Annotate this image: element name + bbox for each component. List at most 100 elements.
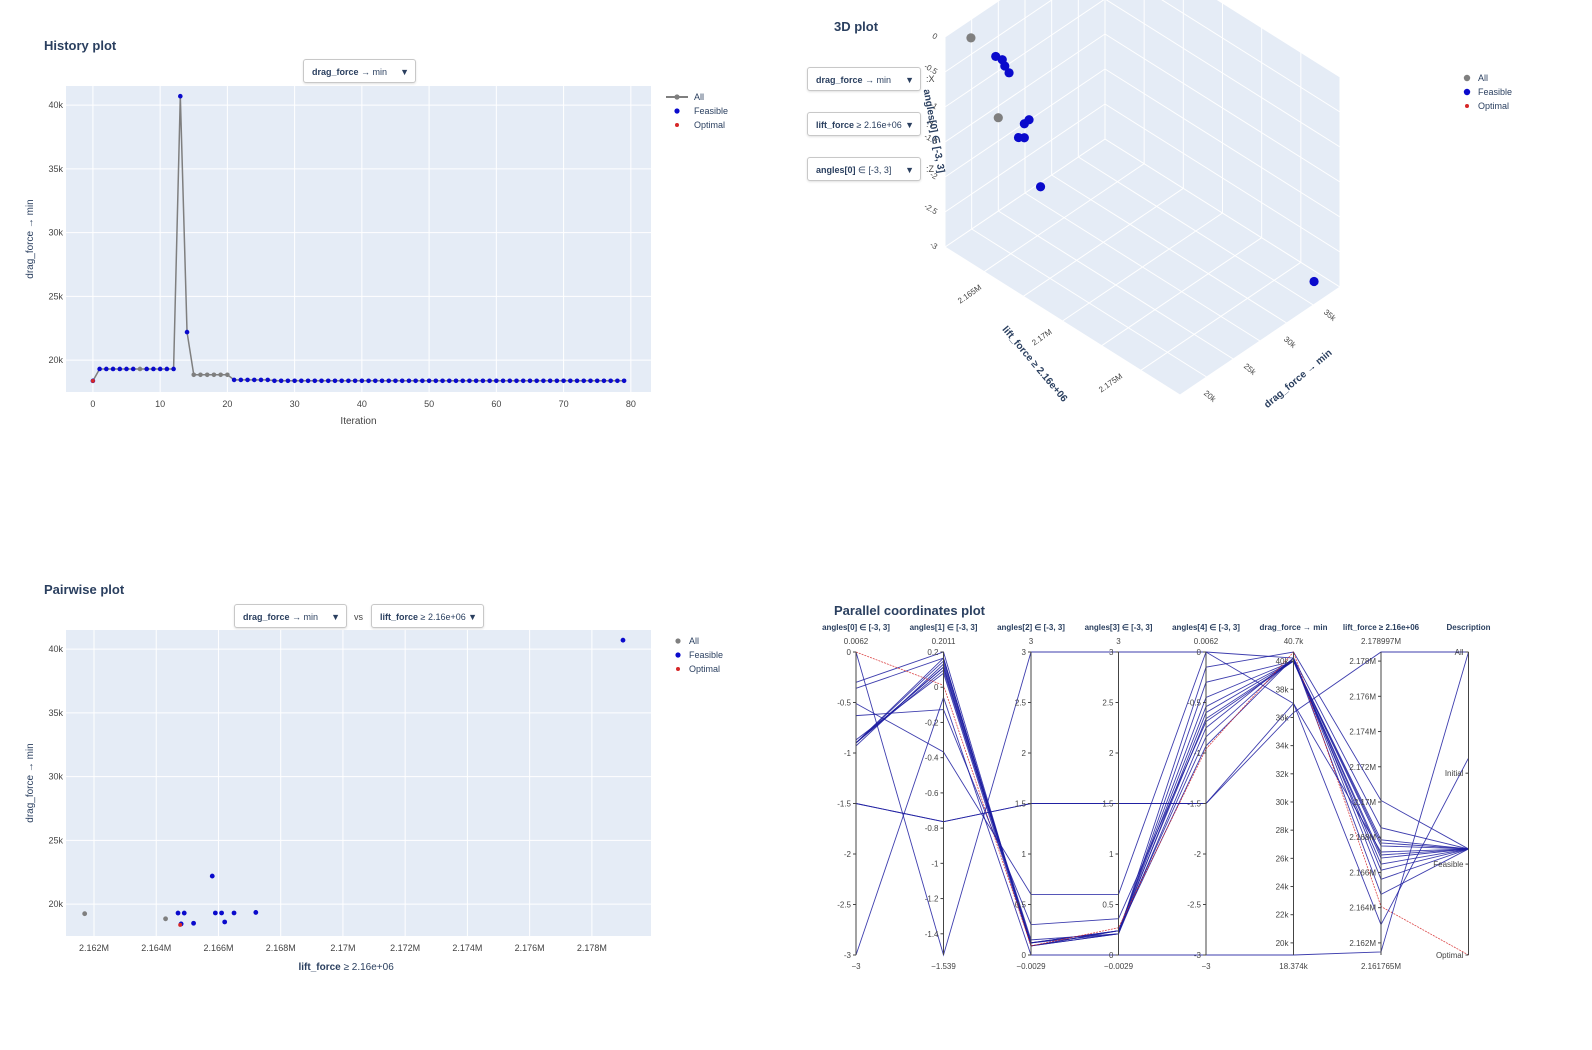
data-point-feasible — [446, 378, 452, 384]
legend-item-all[interactable]: All — [666, 90, 728, 104]
axis-tick-label: 30k — [1276, 798, 1290, 807]
axis-tick-label: 38k — [1276, 685, 1290, 694]
parallel-coordinates-chart[interactable]: angles[0] ∈ [-3, 3] 0.0062 −3 0 -0.5 -1 -1.5 -2… — [800, 620, 1520, 990]
axis-tick-label: Feasible — [1433, 860, 1464, 869]
data-point-all — [82, 911, 88, 917]
chevron-down-icon: ▼ — [400, 67, 409, 77]
y-tick-label: 30k — [48, 772, 63, 782]
data-point-feasible — [325, 378, 331, 384]
axis-title: angles[1] ∈ [-3, 3] — [910, 623, 978, 632]
3d-chart[interactable]: 0-0.5-1-1.5-2-2.5-320k25k30k35k2.165M2.1… — [921, 0, 1410, 525]
axis-tick-label: 3 — [1109, 648, 1114, 657]
pairwise-x-dropdown[interactable]: drag_force → min ▼ — [234, 604, 347, 628]
data-point-feasible — [110, 366, 116, 372]
data-point-feasible — [222, 919, 228, 925]
pairwise-chart: 2.162M 2.164M 2.166M 2.168M 2.17M 2.172M 2.174… — [25, 630, 651, 973]
chevron-down-icon: ▼ — [905, 165, 914, 175]
legend-label: All — [689, 636, 700, 646]
3d-z-dropdown[interactable]: angles[0] ∈ [-3, 3] ▼ — [807, 157, 921, 181]
data-point-feasible — [245, 377, 250, 383]
data-point-all — [211, 372, 217, 378]
z-tick-label: -2 — [928, 170, 939, 182]
pairwise-y-dropdown[interactable]: lift_force ≥ 2.16e+06 ▼ — [371, 604, 484, 628]
x-tick-label: 20 — [222, 399, 232, 409]
x-tick-label: 2.172M — [390, 943, 420, 953]
data-point-feasible — [157, 366, 163, 372]
x-axis-title-bold: lift_force — [299, 962, 342, 973]
axis-tick-label: 26k — [1276, 854, 1290, 863]
data-point-feasible — [339, 378, 344, 384]
axis-bottom-value: −3 — [1201, 962, 1211, 971]
axis-tick-label: 1.5 — [1102, 800, 1114, 809]
axis-tick-label: -1 — [844, 749, 852, 758]
3d-x-dropdown[interactable]: drag_force → min ▼ — [807, 67, 921, 91]
axis-tick-label: -1.5 — [1187, 800, 1201, 809]
axis-tick-label: -3 — [844, 951, 852, 960]
data-point-feasible — [1004, 68, 1014, 78]
axis-bottom-value: −0.0029 — [1104, 962, 1134, 971]
data-point-feasible — [359, 378, 365, 384]
data-point-feasible — [178, 93, 183, 99]
data-point-feasible — [209, 873, 215, 879]
data-point-feasible — [373, 378, 378, 384]
legend-item-optimal[interactable]: Optimal — [666, 118, 728, 132]
y-tick-label: 20k — [48, 899, 63, 909]
data-point-feasible — [514, 378, 519, 384]
axis-tick-label: 2.168M — [1349, 833, 1376, 842]
legend-item-all[interactable]: All — [673, 634, 723, 648]
x-tick-label: 70 — [559, 399, 569, 409]
axis-tick-label: 2.164M — [1349, 904, 1376, 913]
data-line — [855, 651, 1469, 956]
dropdown-bold: drag_force — [243, 612, 290, 622]
data-line — [855, 660, 1469, 926]
axis-tick-label: -0.2 — [925, 718, 939, 727]
legend-item-all[interactable]: All — [1462, 71, 1512, 85]
data-point-feasible — [594, 378, 600, 384]
legend-item-optimal[interactable]: Optimal — [1462, 99, 1512, 113]
data-point-feasible — [130, 366, 136, 372]
data-point-feasible — [366, 378, 371, 384]
data-point-feasible — [278, 378, 284, 384]
data-point-feasible — [184, 329, 190, 335]
axis-tick-label: -2.5 — [837, 901, 851, 910]
pairwise-legend: All Feasible Optimal — [673, 634, 723, 676]
legend-label: Optimal — [689, 664, 721, 674]
grid-line — [944, 0, 1053, 73]
history-variable-dropdown[interactable]: drag_force → min ▼ — [303, 59, 416, 83]
data-point-feasible — [332, 378, 338, 384]
data-point-feasible — [426, 378, 432, 384]
axis-tick-label: 0 — [934, 683, 939, 692]
legend-item-feasible[interactable]: Feasible — [1462, 85, 1512, 99]
legend-item-feasible[interactable]: Feasible — [666, 104, 728, 118]
3d-y-dropdown[interactable]: lift_force ≥ 2.16e+06 ▼ — [807, 112, 921, 136]
dropdown-rest: ∈ [-3, 3] — [855, 165, 892, 175]
z-axis-tag: :Z — [926, 164, 934, 174]
grid-line — [983, 163, 1145, 273]
x-tick-label: 2.162M — [79, 943, 109, 953]
chevron-down-icon: ▼ — [468, 612, 477, 622]
plot-area — [66, 86, 651, 392]
data-line — [855, 651, 1469, 926]
dropdown-bold: lift_force — [380, 612, 419, 622]
x-tick-label: 80 — [626, 399, 636, 409]
x-tick-label: 20k — [1202, 389, 1218, 405]
data-point-feasible — [238, 377, 244, 383]
axis-tick-label: 0.2 — [927, 648, 939, 657]
history-chart: 0 10 20 30 40 50 60 70 80 20k 25k 30k 35k 40k Iteratio… — [25, 86, 651, 427]
data-point-feasible — [231, 377, 237, 383]
data-point-feasible — [413, 378, 418, 384]
data-point-feasible — [620, 637, 626, 643]
axis-tick-label: 22k — [1276, 911, 1290, 920]
legend-item-feasible[interactable]: Feasible — [673, 648, 723, 662]
data-point-feasible — [175, 910, 181, 916]
dropdown-bold: drag_force — [816, 75, 863, 85]
data-point-all — [966, 33, 976, 43]
data-point-all — [137, 366, 143, 372]
data-point-feasible — [568, 378, 573, 384]
axis-tick-label: 34k — [1276, 742, 1290, 751]
axis-tick-label: 20k — [1276, 939, 1290, 948]
data-point-feasible — [561, 378, 566, 384]
data-point-feasible — [608, 378, 613, 384]
legend-item-optimal[interactable]: Optimal — [673, 662, 723, 676]
axis-tick-label: 3 — [1022, 648, 1027, 657]
